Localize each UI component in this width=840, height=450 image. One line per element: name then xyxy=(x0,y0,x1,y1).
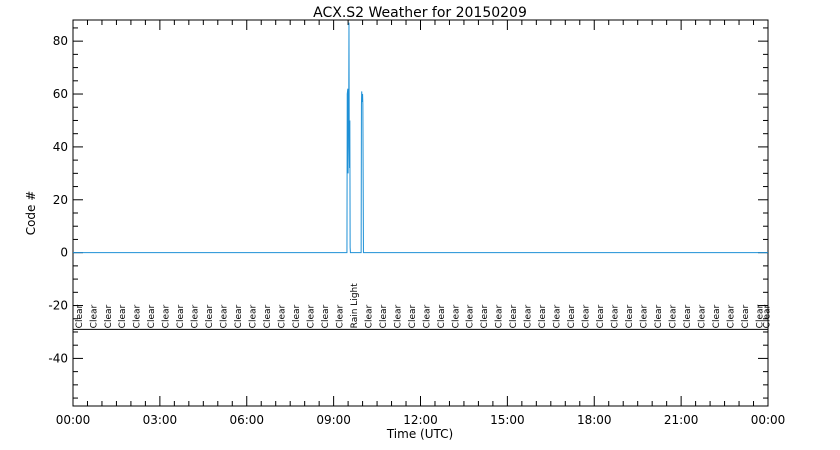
condition-label: Clear xyxy=(639,304,649,328)
y-tick-label: 0 xyxy=(60,246,68,260)
condition-label: Clear xyxy=(538,304,548,328)
condition-label: Clear xyxy=(524,304,534,328)
condition-label: Clear xyxy=(191,304,201,328)
condition-label: Clear xyxy=(147,304,157,328)
condition-label: Clear xyxy=(437,304,447,328)
x-tick-label: 03:00 xyxy=(143,413,178,427)
axis-ticks: 00:00 03:00 06:00 09:00 12:00 15:00 18:00 21:00… xyxy=(48,20,785,427)
x-axis-label: Time (UTC) xyxy=(386,427,453,441)
condition-label: Clear xyxy=(668,304,678,328)
condition-label: Clear xyxy=(234,304,244,328)
condition-label: Clear xyxy=(75,304,85,328)
condition-label: Clear xyxy=(466,304,476,328)
condition-label: Clear xyxy=(335,304,345,328)
condition-label: Clear xyxy=(712,304,722,328)
x-tick-label: 18:00 xyxy=(577,413,612,427)
data-series xyxy=(73,22,768,254)
condition-label: Clear xyxy=(596,304,606,328)
condition-label: Clear xyxy=(611,304,621,328)
x-tick-label: 12:00 xyxy=(403,413,438,427)
condition-label: Clear xyxy=(726,304,736,328)
plot-frame xyxy=(72,19,769,407)
condition-label: Clear xyxy=(741,304,751,328)
chart-title: ACX.S2 Weather for 20150209 xyxy=(313,5,527,21)
condition-label: Clear xyxy=(249,304,259,328)
condition-label: Clear xyxy=(133,304,143,328)
condition-label: Clear xyxy=(625,304,635,328)
condition-label: Clear xyxy=(683,304,693,328)
condition-label: Clear xyxy=(654,304,664,328)
condition-label: Clear xyxy=(697,304,707,328)
y-tick-label: 60 xyxy=(53,87,68,101)
condition-label: Clear xyxy=(89,304,99,328)
condition-label: Rain Light xyxy=(350,283,360,329)
condition-label: Clear xyxy=(176,304,186,328)
condition-label: Clear xyxy=(220,304,230,328)
condition-label: Clear xyxy=(364,304,374,328)
condition-label: Clear xyxy=(451,304,461,328)
y-tick-label: -20 xyxy=(48,299,68,313)
series-line xyxy=(73,22,768,254)
condition-label: Clear xyxy=(763,304,773,328)
y-axis-label: Code # xyxy=(24,191,38,236)
condition-label: Clear xyxy=(278,304,288,328)
y-tick-label: 80 xyxy=(53,34,68,48)
condition-label: Clear xyxy=(162,304,172,328)
condition-label: Clear xyxy=(306,304,316,328)
x-tick-label: 00:00 xyxy=(751,413,786,427)
condition-label: Clear xyxy=(292,304,302,328)
y-tick-label: 20 xyxy=(53,193,68,207)
condition-label: Clear xyxy=(480,304,490,328)
condition-labels: Clear Clear Clear Clear Clear Clear Clear Clear… xyxy=(75,283,773,329)
condition-label: Clear xyxy=(755,304,765,328)
condition-label: Clear xyxy=(509,304,519,328)
condition-label: Clear xyxy=(582,304,592,328)
condition-label: Clear xyxy=(495,304,505,328)
condition-label: Clear xyxy=(118,304,128,328)
condition-label: Clear xyxy=(321,304,331,328)
y-tick-label: 40 xyxy=(53,140,68,154)
condition-label: Clear xyxy=(263,304,273,328)
x-tick-label: 15:00 xyxy=(490,413,525,427)
condition-label: Clear xyxy=(379,304,389,328)
condition-label: Clear xyxy=(104,304,114,328)
x-tick-label: 00:00 xyxy=(56,413,91,427)
condition-label: Clear xyxy=(553,304,563,328)
x-tick-label: 09:00 xyxy=(316,413,351,427)
x-tick-label: 21:00 xyxy=(664,413,699,427)
condition-label: Clear xyxy=(422,304,432,328)
condition-label: Clear xyxy=(393,304,403,328)
condition-label: Clear xyxy=(205,304,215,328)
condition-label: Clear xyxy=(408,304,418,328)
x-tick-label: 06:00 xyxy=(229,413,264,427)
condition-label: Clear xyxy=(567,304,577,328)
y-tick-label: -40 xyxy=(48,351,68,365)
